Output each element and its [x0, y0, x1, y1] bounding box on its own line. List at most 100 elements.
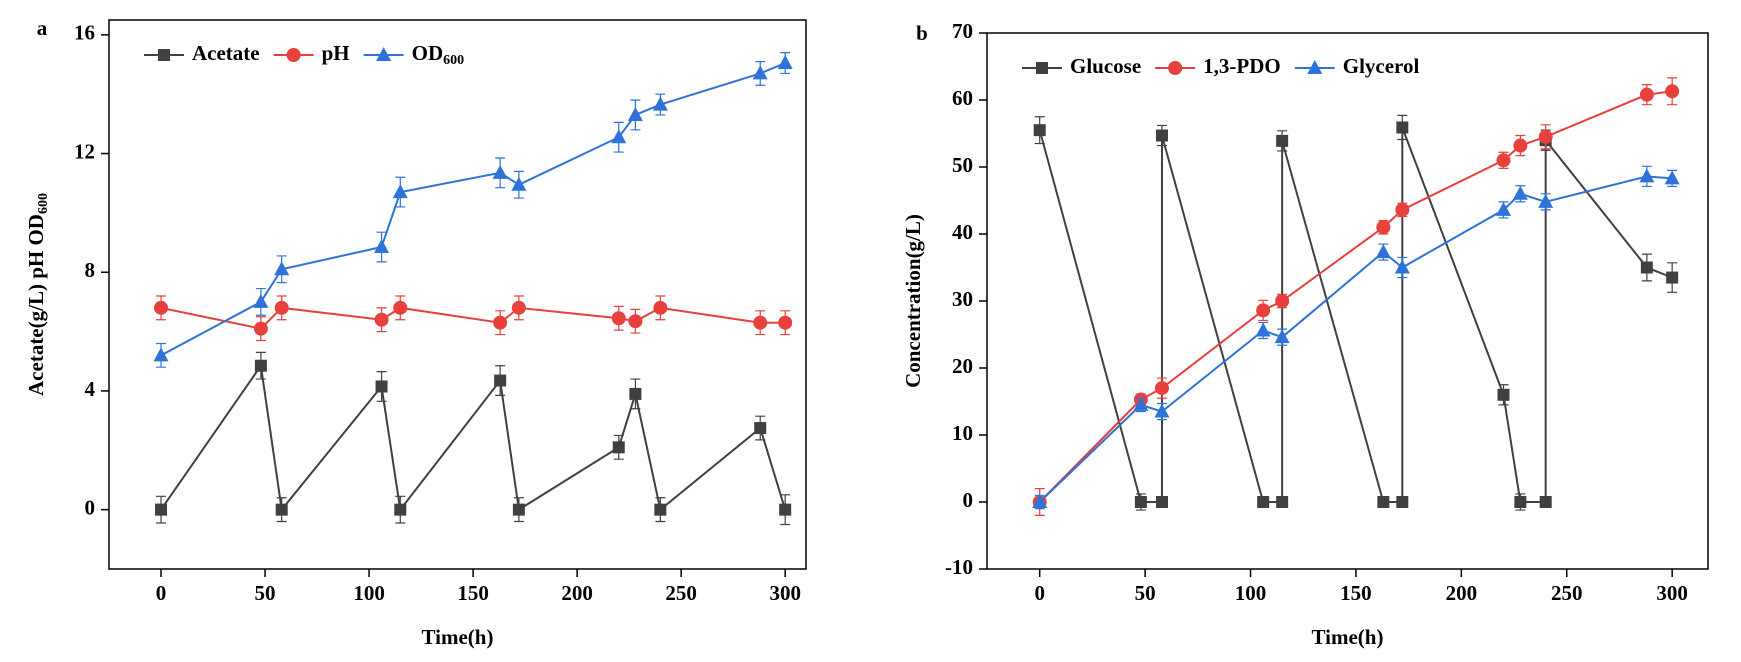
marker: [1666, 271, 1679, 284]
marker: [778, 315, 793, 330]
marker: [628, 314, 643, 329]
y-tick-label: 0: [85, 495, 96, 519]
marker: [1664, 170, 1680, 185]
marker: [629, 387, 642, 400]
marker: [1396, 121, 1409, 134]
marker: [753, 315, 768, 330]
legend-label: Glucose: [1070, 54, 1141, 78]
y-tick-label: 50: [952, 153, 973, 177]
marker: [512, 503, 525, 516]
marker: [653, 300, 668, 315]
marker: [611, 129, 627, 144]
y-tick-label: 0: [963, 488, 974, 512]
y-tick-label: 60: [952, 86, 973, 110]
marker: [392, 184, 408, 199]
marker: [612, 441, 625, 454]
marker: [376, 47, 392, 61]
marker: [754, 422, 767, 435]
marker: [394, 503, 407, 516]
x-tick-label: 0: [1034, 581, 1045, 605]
y-tick-label: 12: [74, 139, 95, 163]
x-tick-label: 300: [1656, 581, 1688, 605]
y-axis-label: Acetate(g/L) pH OD600: [24, 193, 51, 396]
marker: [492, 164, 508, 179]
marker: [1396, 496, 1409, 508]
marker: [511, 300, 526, 315]
marker: [1276, 134, 1289, 147]
marker: [1640, 261, 1653, 274]
series: [153, 52, 793, 368]
marker: [153, 347, 169, 362]
marker: [1255, 322, 1271, 337]
y-axis-label: Concentration(g/L): [901, 214, 925, 388]
marker: [393, 300, 408, 315]
marker: [375, 380, 388, 393]
marker: [1155, 496, 1168, 508]
marker: [1275, 294, 1290, 308]
panel-label: b: [916, 21, 928, 45]
marker: [1513, 138, 1528, 153]
marker: [1496, 153, 1511, 168]
x-tick-label: 200: [1446, 581, 1478, 605]
marker: [1155, 129, 1168, 142]
marker: [1307, 60, 1323, 74]
marker: [1395, 202, 1410, 217]
panel-label: a: [37, 16, 48, 40]
x-tick-label: 250: [1551, 581, 1583, 605]
marker: [627, 106, 643, 121]
marker: [1032, 494, 1048, 508]
legend-label: 1,3-PDO: [1203, 54, 1281, 78]
x-axis-label: Time(h): [422, 625, 494, 649]
x-tick-label: 50: [1135, 581, 1156, 605]
y-tick-label: 4: [85, 377, 96, 401]
series-line: [1038, 127, 1673, 503]
marker: [1497, 388, 1510, 401]
marker: [1538, 129, 1553, 144]
marker: [779, 503, 792, 516]
marker: [374, 239, 390, 254]
marker: [1154, 403, 1170, 418]
marker: [286, 48, 301, 62]
plot-frame: [108, 19, 807, 570]
marker: [1539, 496, 1552, 508]
marker: [652, 96, 668, 111]
series: [1032, 77, 1680, 516]
series-line: [1038, 90, 1673, 503]
marker: [1639, 168, 1655, 183]
marker: [1168, 61, 1183, 75]
marker: [1512, 185, 1528, 200]
x-tick-label: 150: [457, 581, 489, 605]
panel: a 0 4 8 12 16 0 50 100 150 200 250 300 Time(h) Acetate…: [24, 16, 807, 649]
panel: b -10 0 10 20 30 40 50 60 70 0 50 100 150 200 250 300 Tim…: [901, 19, 1709, 649]
legend-label: Acetate: [192, 41, 260, 65]
marker: [777, 55, 793, 70]
marker: [1274, 329, 1290, 344]
marker: [1256, 303, 1271, 318]
marker: [611, 311, 626, 326]
marker: [154, 300, 169, 315]
x-tick-label: 100: [1235, 581, 1267, 605]
marker: [494, 374, 507, 387]
series: [155, 351, 792, 526]
series-line: [160, 363, 787, 513]
marker: [274, 261, 290, 276]
series-line: [1039, 175, 1673, 503]
y-tick-label: 30: [952, 287, 973, 311]
legend-label: pH: [322, 41, 350, 65]
x-tick-label: 250: [665, 581, 697, 605]
x-tick-label: 200: [561, 581, 593, 605]
marker: [1257, 496, 1270, 508]
marker: [1033, 124, 1046, 137]
x-tick-label: 100: [353, 581, 385, 605]
marker: [1377, 496, 1390, 508]
marker: [254, 359, 267, 372]
marker: [253, 293, 269, 308]
x-tick-label: 150: [1340, 581, 1372, 605]
y-tick-label: 16: [74, 21, 95, 45]
series: [1032, 165, 1680, 510]
marker: [1394, 259, 1410, 274]
marker: [1514, 496, 1527, 508]
y-tick-label: 20: [952, 354, 973, 378]
y-tick-label: 8: [85, 258, 96, 282]
marker: [1276, 496, 1289, 508]
